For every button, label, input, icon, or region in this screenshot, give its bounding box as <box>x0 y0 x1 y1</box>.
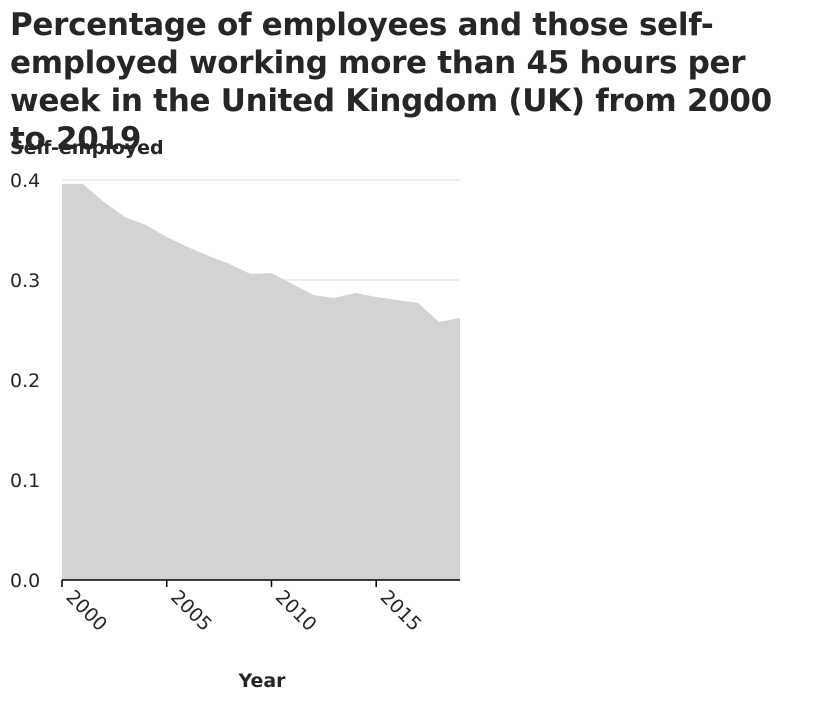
area-series <box>62 184 460 580</box>
y-tick-label-1: 0.1 <box>10 470 40 492</box>
x-tick-label-0: 2000 <box>61 586 111 636</box>
y-tick-label-0: 0.0 <box>10 570 40 592</box>
x-tick-label-2: 2010 <box>271 586 321 636</box>
y-tick-labels: 0.0 0.1 0.2 0.3 0.4 <box>10 170 40 592</box>
x-tick-label-3: 2015 <box>376 586 426 636</box>
axes <box>61 579 460 587</box>
y-tick-label-4: 0.4 <box>10 170 40 192</box>
chart-title: Percentage of employees and those self-e… <box>10 7 772 157</box>
x-tick-labels: 2000 2005 2010 2015 <box>61 586 425 636</box>
y-tick-label-2: 0.2 <box>10 370 40 392</box>
plot-area <box>62 184 460 580</box>
y-axis-title: Self-employed <box>10 137 164 159</box>
x-axis-title: Year <box>237 670 286 692</box>
y-tick-label-3: 0.3 <box>10 270 40 292</box>
x-tick-label-1: 2005 <box>166 586 216 636</box>
